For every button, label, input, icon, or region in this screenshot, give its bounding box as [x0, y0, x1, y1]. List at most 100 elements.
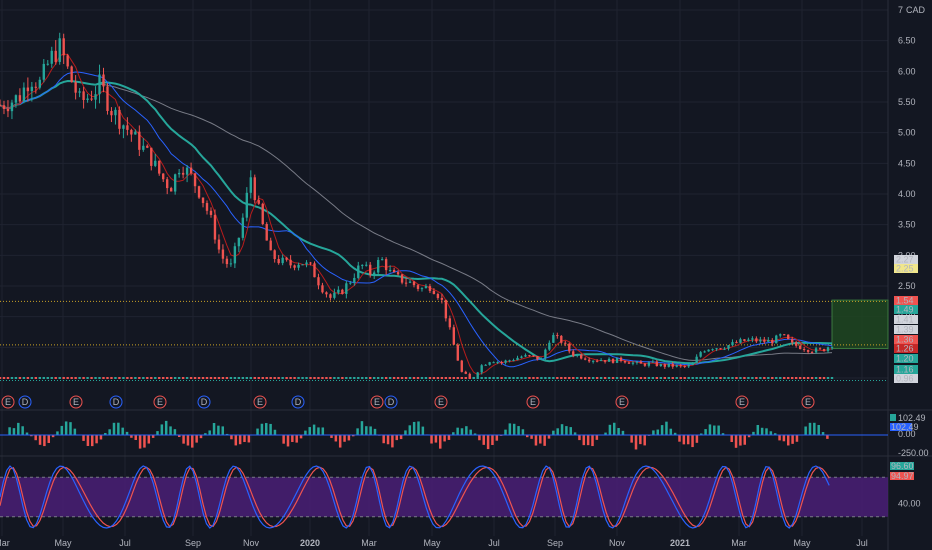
volume-bar — [384, 377, 388, 379]
candle-body — [508, 360, 511, 362]
volume-bar — [548, 377, 551, 379]
candle-body — [66, 55, 69, 67]
x-tick-label: Jul — [488, 538, 500, 548]
earnings-marker — [735, 395, 749, 409]
candle-body — [158, 160, 161, 174]
volume-bar — [440, 377, 444, 379]
candle-body — [249, 177, 252, 193]
histogram-bar — [795, 435, 799, 442]
histogram-bar — [621, 430, 625, 435]
histogram-bar — [721, 433, 725, 435]
histogram-bar — [430, 435, 433, 444]
candle-body — [428, 286, 432, 291]
histogram-bar — [234, 435, 238, 446]
volume-bar — [6, 377, 10, 379]
price-label-box — [894, 354, 918, 363]
volume-bar — [779, 377, 782, 379]
candle-body — [667, 363, 670, 367]
candle-body — [420, 288, 424, 290]
histogram-bar — [386, 435, 390, 445]
histogram-bar — [365, 426, 368, 435]
candle-body — [185, 167, 189, 175]
candle-body — [595, 360, 599, 362]
volume-bar — [217, 377, 221, 379]
histogram-bar — [282, 435, 285, 444]
candle-body — [655, 361, 659, 367]
histogram-bar — [373, 428, 377, 435]
price-label-box — [894, 296, 918, 305]
histogram-bar — [217, 425, 220, 435]
candle-body — [58, 38, 61, 62]
histogram-bar — [395, 435, 398, 441]
volume-bar — [209, 377, 213, 379]
target-zone-box — [831, 299, 889, 350]
volume-bar — [651, 377, 655, 379]
candle-body — [62, 38, 65, 56]
price-label: 1.36 — [896, 335, 914, 345]
histogram-bar — [460, 428, 464, 435]
candle-body — [787, 334, 790, 340]
histogram-bar — [608, 424, 612, 435]
candle-body — [735, 342, 738, 344]
histogram-bar — [417, 421, 420, 435]
volume-bar — [432, 377, 436, 379]
volume-bar — [281, 377, 284, 379]
volume-bar — [166, 377, 169, 379]
price-label-box — [894, 344, 918, 353]
dividend-marker — [18, 395, 32, 409]
candle-body — [134, 131, 137, 135]
histogram-bar — [230, 435, 233, 440]
candle-body — [301, 264, 304, 266]
volume-bar — [576, 377, 579, 379]
candle-body — [587, 359, 591, 362]
volume-bar — [607, 377, 611, 379]
candle-body — [623, 360, 627, 363]
candle-body — [201, 197, 205, 204]
volume-bar — [528, 377, 531, 379]
candle-body — [516, 357, 519, 361]
histogram-bar — [508, 423, 512, 435]
volume-bar — [66, 377, 69, 379]
candle-body — [755, 338, 758, 342]
histogram-bar — [30, 435, 33, 437]
volume-bar — [516, 377, 519, 379]
candle-body — [217, 239, 221, 250]
event-marker-label: E — [5, 397, 11, 407]
volume-bar — [564, 377, 567, 379]
histogram-bar — [330, 435, 333, 438]
volume-bar — [169, 377, 173, 379]
volume-bar — [595, 377, 599, 379]
volume-bar — [743, 377, 746, 379]
candle-body — [476, 372, 479, 378]
candle-body — [520, 356, 523, 358]
y-tick-label: 4.50 — [898, 158, 916, 168]
candle-body — [512, 360, 515, 362]
candle-body — [611, 358, 615, 363]
candle-body — [504, 360, 507, 363]
candle-body — [245, 192, 249, 218]
histogram-bar — [586, 435, 590, 446]
candle-body — [826, 347, 830, 352]
histogram-bar — [121, 427, 124, 435]
candle-body — [675, 365, 678, 367]
volume-bar — [0, 377, 2, 379]
price-label: 0.96 — [896, 374, 914, 384]
volume-bar — [392, 377, 396, 379]
volume-bar — [376, 377, 380, 379]
volume-bar — [524, 377, 527, 379]
histogram-bar — [743, 435, 746, 445]
candle-body — [289, 259, 292, 266]
candle-body — [309, 262, 312, 264]
histogram-bar — [186, 435, 190, 446]
histogram-bar — [473, 433, 477, 435]
event-marker-label: E — [257, 397, 263, 407]
candle-body — [205, 203, 209, 211]
histogram-bar — [317, 427, 320, 435]
histogram-bar — [334, 435, 338, 442]
candle-body — [30, 86, 34, 92]
histogram-bar — [530, 435, 533, 439]
volume-bar — [245, 377, 249, 379]
earnings-marker — [1, 395, 15, 409]
